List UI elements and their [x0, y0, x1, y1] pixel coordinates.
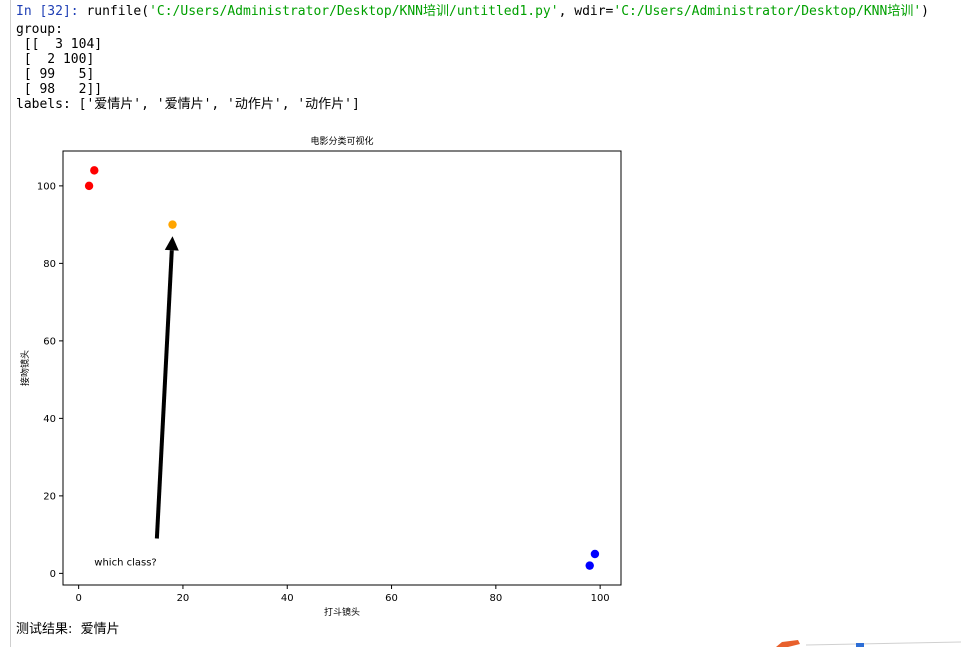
- data-point: [90, 166, 99, 175]
- annotation-arrow-shaft: [154, 250, 174, 539]
- y-tick-label: 80: [43, 259, 56, 270]
- annotation-text: which class?: [94, 558, 156, 569]
- x-tick-label: 20: [177, 593, 190, 604]
- y-tick-label: 0: [50, 569, 56, 580]
- output-line: [ 99 5]: [16, 67, 95, 82]
- x-tick-label: 80: [489, 593, 502, 604]
- scatter-chart: 0 20 40 60 80 100 0 20 40 60 80 100 which class? 电影…: [19, 135, 622, 618]
- console-left-rule: [10, 0, 11, 647]
- output-line: [ 2 100]: [16, 52, 95, 67]
- plot-frame: [62, 150, 622, 586]
- x-tick-label: 100: [591, 593, 610, 604]
- x-axis-label: 打斗镜头: [324, 606, 360, 618]
- command-path: 'C:/Users/Administrator/Desktop/KNN培训/un…: [149, 4, 559, 19]
- command-close: ): [921, 4, 929, 19]
- y-axis-label: 接吻镜头: [19, 350, 31, 386]
- data-point: [84, 181, 94, 191]
- axes: 0 20 40 60 80 100 0 20 40 60 80 100: [37, 181, 610, 604]
- chart-title: 电影分类可视化: [310, 135, 373, 147]
- y-tick-label: 40: [43, 414, 56, 425]
- annotation-arrow-head: [164, 236, 179, 251]
- result-label: 测试结果:: [16, 622, 73, 637]
- output-line: group:: [16, 22, 63, 37]
- x-tick-label: 0: [75, 593, 81, 604]
- output-line: [ 98 2]]: [16, 82, 103, 97]
- output-line: [[ 3 104]: [16, 37, 103, 52]
- partial-image-icon: [776, 640, 961, 647]
- command-name: runfile(: [86, 4, 150, 19]
- data-point: [590, 549, 600, 559]
- result-value: 爱情片: [80, 622, 120, 637]
- data-point: [585, 561, 594, 570]
- y-tick-label: 60: [43, 336, 56, 347]
- x-tick-label: 60: [385, 593, 398, 604]
- output-line: labels: ['爱情片', '爱情片', '动作片', '动作片']: [16, 97, 360, 112]
- command-separator: , wdir=: [558, 4, 614, 19]
- y-tick-label: 100: [37, 181, 56, 192]
- result-line: 测试结果: 爱情片: [16, 622, 120, 638]
- chart-marks: which class?: [84, 166, 600, 570]
- prompt-label: In [32]:: [16, 4, 79, 19]
- data-point: [168, 220, 177, 229]
- x-tick-label: 40: [281, 593, 294, 604]
- command-line[interactable]: In [32]: runfile('C:/Users/Administrator…: [16, 4, 929, 19]
- command-wdir: 'C:/Users/Administrator/Desktop/KNN培训': [613, 4, 922, 19]
- y-tick-label: 20: [43, 491, 56, 502]
